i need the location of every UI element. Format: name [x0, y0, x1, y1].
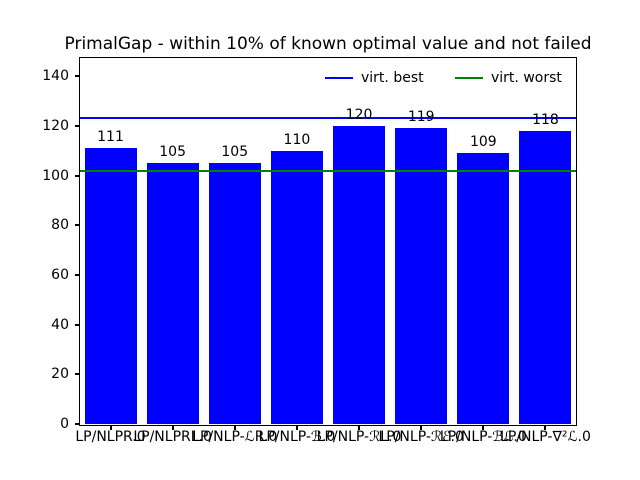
y-tick-label: 0: [60, 416, 69, 432]
bar: [208, 163, 261, 424]
y-tick-label: 120: [42, 117, 69, 134]
legend-label-virt-best: virt. best: [361, 70, 424, 86]
bar: [146, 163, 199, 424]
virt-worst-line-sample: [455, 77, 483, 79]
bar: [84, 148, 137, 424]
x-tick-mark: [109, 425, 112, 430]
x-tick-label: LP/NLP-ℬ.0: [258, 429, 336, 445]
y-tick-mark: [75, 224, 80, 227]
virt-worstline: [80, 169, 576, 172]
x-tick-mark: [233, 425, 236, 430]
y-tick-label: 80: [51, 217, 69, 234]
chart-title: PrimalGap - within 10% of known optimal …: [64, 34, 592, 54]
bar: [333, 125, 386, 424]
bar: [519, 130, 572, 424]
x-tick-label: LP/NLPR.0: [75, 429, 146, 445]
bar-value-label: 118: [532, 111, 559, 128]
y-tick-label: 40: [51, 316, 69, 333]
bar: [270, 150, 323, 424]
x-tick-label: LP/NLPRL.0: [133, 429, 212, 445]
y-tick-mark: [75, 423, 80, 425]
bar-value-label: 109: [469, 134, 497, 151]
bar-value-label: 119: [407, 109, 435, 126]
x-tick-label: LP/NLP-∇²ℒ.0: [500, 429, 591, 445]
y-tick-mark: [75, 124, 80, 127]
y-tick-mark: [75, 273, 80, 276]
y-tick-label: 140: [42, 68, 69, 85]
x-tick-label: LP/NLP-ℬℒ.0: [439, 429, 527, 445]
y-tick-mark: [75, 174, 80, 177]
bar-value-label: 110: [283, 131, 311, 148]
y-tick-mark: [75, 75, 80, 78]
y-tick-label: 100: [42, 167, 69, 184]
y-tick-mark: [75, 373, 80, 376]
x-tick-mark: [482, 425, 485, 430]
bar-value-label: 120: [345, 106, 373, 123]
x-tick-label: LP/NLP-ℒR.0: [192, 429, 278, 445]
y-tick-label: 60: [51, 266, 69, 283]
virt-bestline: [80, 117, 576, 120]
x-tick-mark: [544, 425, 547, 430]
bar-value-label: 111: [97, 129, 124, 146]
virt-best-line-sample: [325, 77, 353, 79]
x-tick-label: LP/NLP-ℛℰ.0: [378, 429, 464, 445]
bar: [457, 153, 510, 424]
x-tick-mark: [420, 425, 423, 430]
bar-value-label: 105: [221, 144, 249, 161]
bar-value-label: 105: [159, 144, 186, 161]
y-tick-label: 20: [51, 366, 69, 383]
x-tick-mark: [295, 425, 298, 430]
bar: [395, 128, 448, 424]
legend-label-virt-worst: virt. worst: [491, 70, 562, 86]
y-tick-mark: [75, 323, 80, 326]
x-tick-mark: [171, 425, 174, 430]
x-tick-mark: [358, 425, 361, 430]
x-tick-label: LP/NLP-ℛL.0: [316, 429, 402, 445]
